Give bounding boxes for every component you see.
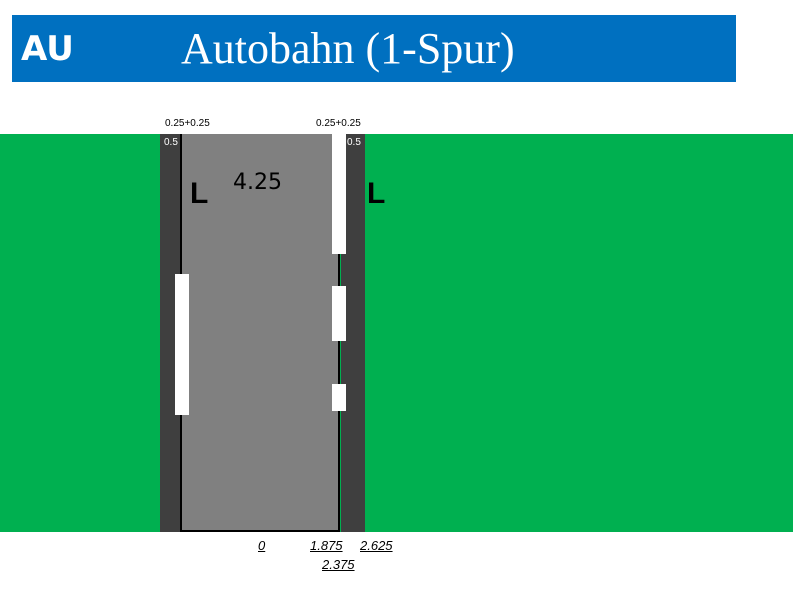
- offset-label-2: 2.625: [360, 538, 393, 553]
- lane-width-label: 4.25: [233, 170, 282, 195]
- road-type-code: AU: [21, 29, 74, 69]
- grass-area: [0, 134, 793, 532]
- left-lane-marking: [175, 274, 189, 415]
- top-right-width-label: 0.25+0.25: [316, 118, 361, 129]
- right-lane-marking-3: [332, 384, 346, 411]
- lane-bottom-edge: [180, 530, 340, 532]
- right-shoulder-width-label: 0.5: [347, 137, 361, 148]
- driving-lane: [181, 134, 338, 532]
- right-lane-marking-1: [332, 134, 346, 254]
- offset-label-3: 2.375: [322, 557, 355, 572]
- right-lane-type-label: L: [367, 177, 386, 210]
- right-lane-marking-2: [332, 286, 346, 341]
- left-lane-type-label: L: [190, 177, 209, 210]
- offset-label-0: 0: [258, 538, 266, 553]
- page-title: Autobahn (1-Spur): [181, 24, 515, 73]
- left-shoulder: [160, 134, 181, 532]
- left-shoulder-width-label: 0.5: [164, 137, 178, 148]
- header-bar: AU Autobahn (1-Spur): [12, 15, 736, 82]
- top-left-width-label: 0.25+0.25: [165, 118, 210, 129]
- offset-label-1: 1.875: [310, 538, 343, 553]
